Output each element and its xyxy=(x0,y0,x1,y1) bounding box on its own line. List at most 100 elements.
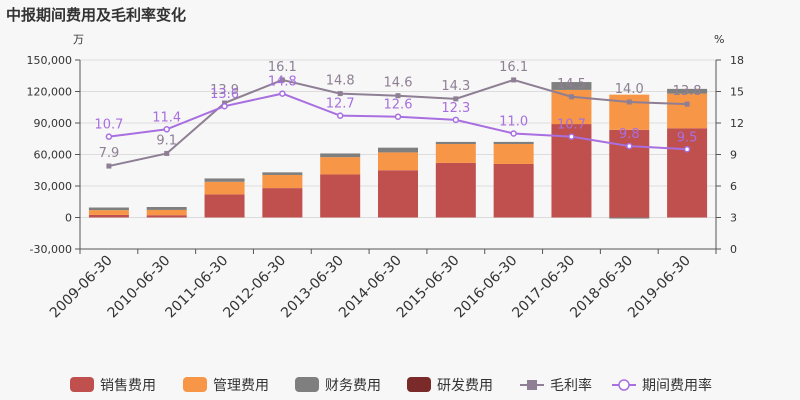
bar-销售费用 xyxy=(320,174,361,218)
point-期间费用率 xyxy=(336,112,344,119)
point-期间费用率 xyxy=(394,113,402,120)
bar-财务费用 xyxy=(262,172,303,175)
right-tick-label: 6 xyxy=(730,180,737,193)
bar-财务费用 xyxy=(146,207,187,210)
point-毛利率 xyxy=(395,93,401,99)
point-期间费用率 xyxy=(279,90,286,97)
legend-marker xyxy=(527,380,537,390)
data-label-期间费用率: 9.5 xyxy=(677,130,698,145)
legend-item-财务费用[interactable]: 财务费用 xyxy=(295,377,381,394)
left-tick-label: 90,000 xyxy=(34,117,73,130)
data-labels: 7.99.113.916.114.8 14.6 14.316.114.5 14.0 13… xyxy=(94,60,701,161)
bar-管理费用 xyxy=(493,144,534,164)
data-label-毛利率: 14.0 xyxy=(615,82,644,97)
x-tick-labels: 2009-06-302010-06-302011-06-302012-06-30… xyxy=(47,253,694,322)
point-期间费用率 xyxy=(452,116,460,124)
bar-管理费用 xyxy=(378,152,418,171)
left-tick-label: -30,000 xyxy=(30,243,72,256)
bar-管理费用 xyxy=(435,144,476,163)
left-tick-label: 150,000 xyxy=(27,54,73,67)
point-毛利率 xyxy=(568,94,574,100)
data-label-期间费用率: 14.8 xyxy=(268,75,297,90)
legend-label: 销售费用 xyxy=(100,378,156,394)
bar-管理费用 xyxy=(262,174,303,189)
point-期间费用率 xyxy=(568,133,575,140)
left-tick-label: 0 xyxy=(65,212,72,225)
bar-销售费用 xyxy=(204,194,245,218)
legend-item-研发费用[interactable]: 研发费用 xyxy=(407,377,493,394)
bar-销售费用 xyxy=(88,214,129,218)
bar-销售费用 xyxy=(378,170,418,218)
bar-销售费用 xyxy=(435,162,476,218)
bar-管理费用 xyxy=(320,157,361,175)
bar-销售费用 xyxy=(262,188,303,218)
legend-label: 期间费用率 xyxy=(642,377,712,394)
data-label-期间费用率: 12.7 xyxy=(326,97,355,112)
data-label-期间费用率: 10.7 xyxy=(94,118,123,133)
legend-swatch xyxy=(295,377,319,392)
bar-销售费用 xyxy=(146,215,187,218)
legend[interactable]: 销售费用 管理费用 财务费用 研发费用 毛利率 期间费用率 xyxy=(70,377,712,394)
legend-marker xyxy=(618,379,630,391)
point-毛利率 xyxy=(626,99,632,105)
right-tick-label: 18 xyxy=(730,54,744,67)
point-期间费用率 xyxy=(683,146,691,153)
point-毛利率 xyxy=(106,163,112,169)
legend-label: 财务费用 xyxy=(325,378,381,394)
legend-item-销售费用[interactable]: 销售费用 xyxy=(70,377,156,394)
data-label-毛利率: 7.9 xyxy=(99,146,120,161)
chart-title: 中报期间费用及毛利率变化 xyxy=(6,6,186,24)
point-毛利率 xyxy=(453,96,459,102)
bar-销售费用 xyxy=(667,128,708,218)
left-tick-label: 120,000 xyxy=(27,86,73,99)
right-tick-label: 3 xyxy=(730,212,737,225)
right-tick-label: 12 xyxy=(730,117,744,130)
point-毛利率 xyxy=(164,150,170,156)
bar-财务费用 xyxy=(667,88,708,94)
data-label-毛利率: 9.1 xyxy=(156,133,177,148)
legend-item-期间费用率[interactable]: 期间费用率 xyxy=(612,377,712,394)
point-毛利率 xyxy=(684,101,690,107)
bar-财务费用 xyxy=(609,217,650,219)
bar-管理费用 xyxy=(146,209,187,216)
x-tick-label: 2019-06-30 xyxy=(625,253,694,322)
bar-财务费用 xyxy=(378,147,418,153)
data-label-期间费用率: 13.6 xyxy=(210,87,239,102)
bar-财务费用 xyxy=(551,82,592,90)
left-tick-label: 30,000 xyxy=(34,180,73,193)
data-label-毛利率: 14.3 xyxy=(441,79,470,94)
legend-item-管理费用[interactable]: 管理费用 xyxy=(183,377,269,394)
data-label-毛利率: 14.5 xyxy=(557,77,586,92)
bar-管理费用 xyxy=(88,210,129,215)
bar-财务费用 xyxy=(493,141,534,144)
right-tick-label: 15 xyxy=(730,86,744,99)
data-label-毛利率: 14.6 xyxy=(384,76,413,91)
legend-item-毛利率[interactable]: 毛利率 xyxy=(520,377,592,394)
bar-财务费用 xyxy=(320,153,361,158)
point-毛利率 xyxy=(337,91,343,97)
point-期间费用率 xyxy=(163,126,170,133)
data-label-期间费用率: 11.0 xyxy=(499,115,528,130)
data-label-毛利率: 16.1 xyxy=(268,60,297,75)
bar-财务费用 xyxy=(204,178,245,182)
point-毛利率 xyxy=(511,77,517,83)
point-期间费用率 xyxy=(105,133,113,140)
data-label-毛利率: 13.9 xyxy=(210,83,239,98)
bar-销售费用 xyxy=(493,163,534,218)
legend-swatch xyxy=(407,377,431,392)
bar-管理费用 xyxy=(667,93,708,129)
legend-swatch xyxy=(70,377,94,392)
right-axis-unit: % xyxy=(714,33,724,46)
bar-财务费用 xyxy=(435,141,476,144)
point-毛利率 xyxy=(279,77,285,83)
legend-label: 研发费用 xyxy=(437,378,493,394)
legend-swatch xyxy=(183,377,207,392)
data-label-期间费用率: 9.8 xyxy=(619,127,640,142)
point-期间费用率 xyxy=(221,102,228,110)
lines xyxy=(105,77,691,169)
left-tick-label: 60,000 xyxy=(34,149,73,162)
data-label-毛利率: 13.8 xyxy=(673,84,702,99)
data-label-毛利率: 16.1 xyxy=(499,60,528,75)
left-axis-unit: 万 xyxy=(73,33,84,46)
